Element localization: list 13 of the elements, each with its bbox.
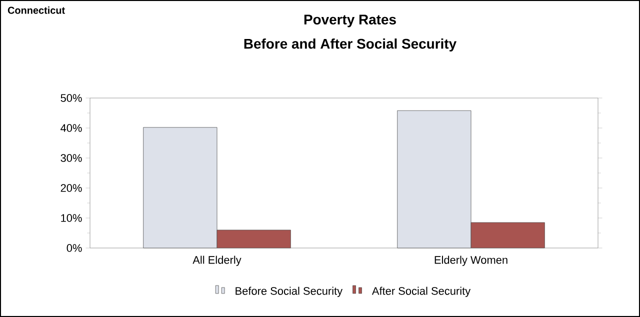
x-tick-label: All Elderly — [192, 256, 242, 266]
chart-subtitle: Before and After Social Security — [244, 38, 456, 52]
x-tick-label: Elderly Women — [434, 256, 508, 266]
legend-label: After Social Security — [372, 286, 471, 297]
y-tick-label: 50% — [60, 94, 82, 102]
y-tick-label: 40% — [60, 124, 82, 132]
y-tick-label: 0% — [66, 244, 82, 252]
legend-label: Before Social Security — [236, 286, 343, 297]
y-tick-label: 30% — [60, 154, 82, 162]
y-tick-label: 20% — [60, 184, 82, 192]
y-tick-label: 10% — [61, 214, 82, 222]
text: Connecticut — [8, 6, 65, 14]
chart-title: Poverty Rates — [304, 14, 396, 28]
